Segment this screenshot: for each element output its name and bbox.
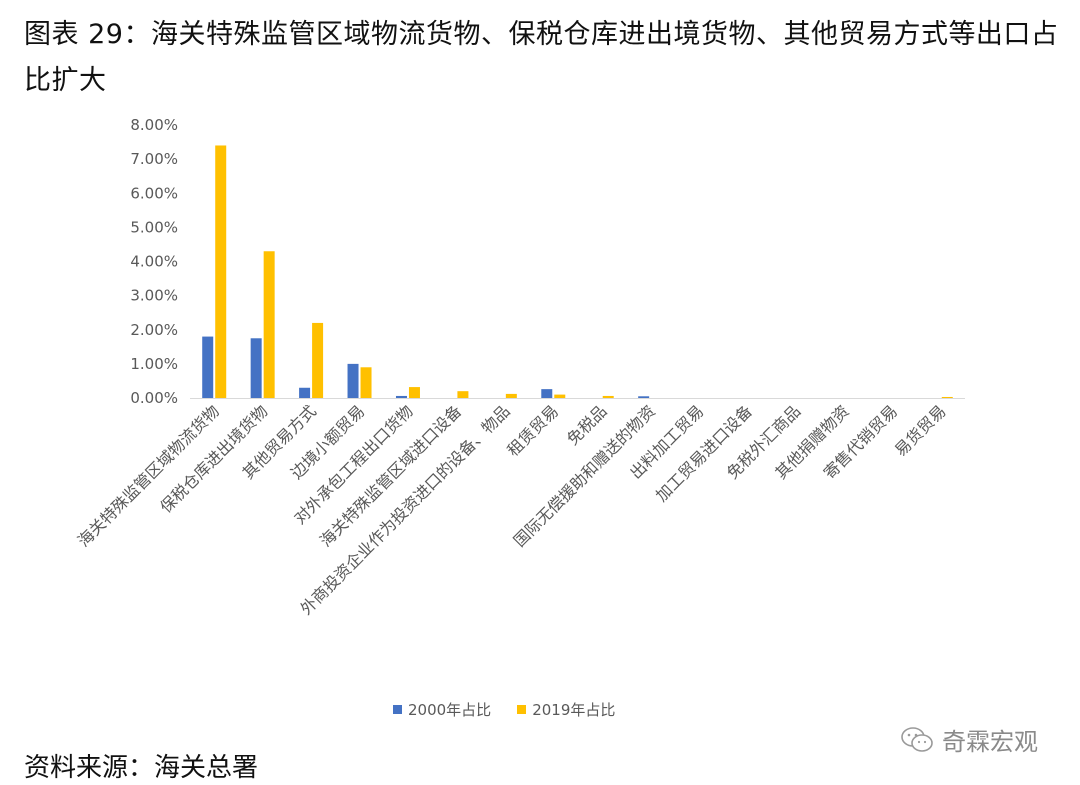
legend-swatch-2019 — [517, 704, 527, 714]
bar-2000 — [299, 387, 311, 398]
legend: 2000年占比 2019年占比 — [393, 698, 615, 720]
bar-2019 — [215, 145, 227, 398]
bar-2019 — [312, 322, 324, 398]
x-category-label: 租赁贸易 — [503, 401, 562, 460]
bar-2019 — [505, 393, 517, 398]
y-tick-label: 6.00% — [130, 184, 178, 202]
bar-2000 — [250, 338, 262, 398]
bar-2019 — [941, 396, 953, 398]
source-note: 资料来源：海关总署 — [24, 753, 259, 783]
y-tick-label: 7.00% — [130, 150, 178, 168]
legend-item-2019: 2019年占比 — [517, 699, 615, 720]
bar-2019 — [360, 367, 372, 398]
bar-2000 — [347, 363, 359, 398]
y-tick-label: 4.00% — [130, 253, 178, 271]
watermark-text: 奇霖宏观 — [942, 728, 1038, 756]
y-tick-label: 8.00% — [130, 116, 178, 134]
chart-title: 图表 29：海关特殊监管区域物流货物、保税仓库进出境货物、其他贸易方式等出口占比… — [24, 19, 1059, 96]
legend-swatch-2000 — [393, 704, 402, 714]
x-category-label: 免税品 — [563, 401, 610, 448]
bar-2000 — [202, 336, 214, 398]
y-tick-label: 3.00% — [130, 287, 178, 305]
wechat-icon — [901, 726, 933, 752]
legend-item-2000: 2000年占比 — [393, 699, 491, 720]
bar-2019 — [408, 387, 420, 398]
bar-2000 — [638, 396, 650, 398]
y-tick-label: 2.00% — [130, 321, 178, 339]
y-tick-label: 0.00% — [130, 389, 178, 407]
x-category-label: 易货贸易 — [891, 401, 950, 460]
bar-2019 — [554, 394, 566, 398]
y-tick-label: 1.00% — [130, 355, 178, 373]
watermark: 奇霖宏观 — [900, 722, 1038, 757]
bar-2019 — [457, 391, 469, 398]
bar-2000 — [395, 395, 407, 398]
bar-2019 — [602, 395, 614, 398]
legend-label-2000: 2000年占比 — [408, 700, 492, 719]
bar-2019 — [263, 251, 275, 398]
legend-label-2019: 2019年占比 — [532, 700, 616, 719]
y-tick-label: 5.00% — [130, 218, 178, 236]
bar-2000 — [541, 389, 553, 398]
bar-chart: 0.00% 1.00% 2.00% 3.00% 4.00% 5.00% 6.00% 7.00%… — [74, 116, 965, 618]
